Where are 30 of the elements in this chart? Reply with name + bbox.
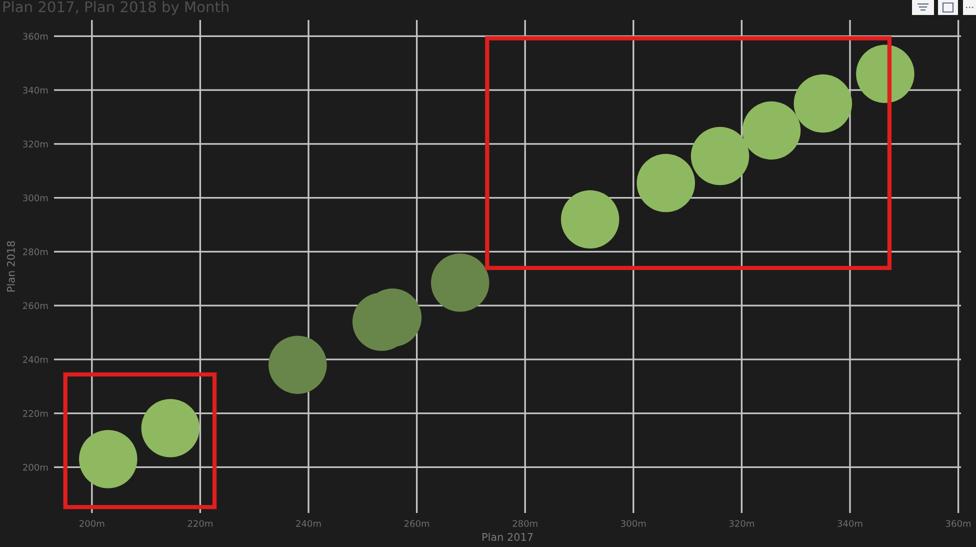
point	[636, 154, 696, 212]
point	[430, 254, 490, 312]
x-axis-title: Plan 2017	[482, 532, 533, 541]
x-tick-label: 240m	[296, 520, 321, 527]
x-tick-label: 320m	[729, 520, 754, 527]
x-tick-label: 340m	[838, 520, 862, 527]
x-tick-label: 220m	[188, 520, 212, 527]
point	[268, 336, 327, 394]
point	[141, 399, 200, 458]
y-tick-label: 340m	[23, 86, 48, 94]
point	[560, 190, 620, 248]
point	[690, 126, 750, 186]
y-tick-label: 280m	[23, 248, 48, 256]
y-tick-label: 240m	[23, 356, 48, 363]
y-tick-label: 200m	[23, 464, 48, 471]
x-tick-label: 280m	[512, 520, 538, 527]
point	[742, 101, 801, 160]
point	[794, 74, 852, 133]
y-tick-label: 360m	[23, 32, 48, 40]
y-axis-title: Plan 2018	[6, 241, 15, 292]
x-tick-label: 300m	[621, 520, 646, 527]
y-tick-label: 260m	[23, 302, 48, 310]
point	[856, 44, 914, 104]
y-tick-label: 220m	[23, 410, 48, 417]
x-tick-label: 260m	[404, 520, 430, 527]
x-tick-label: 200m	[80, 520, 104, 527]
point	[79, 430, 138, 488]
x-tick-label: 360m	[946, 520, 971, 527]
y-tick-label: 300m	[23, 194, 48, 202]
y-tick-label: 320m	[23, 140, 48, 148]
